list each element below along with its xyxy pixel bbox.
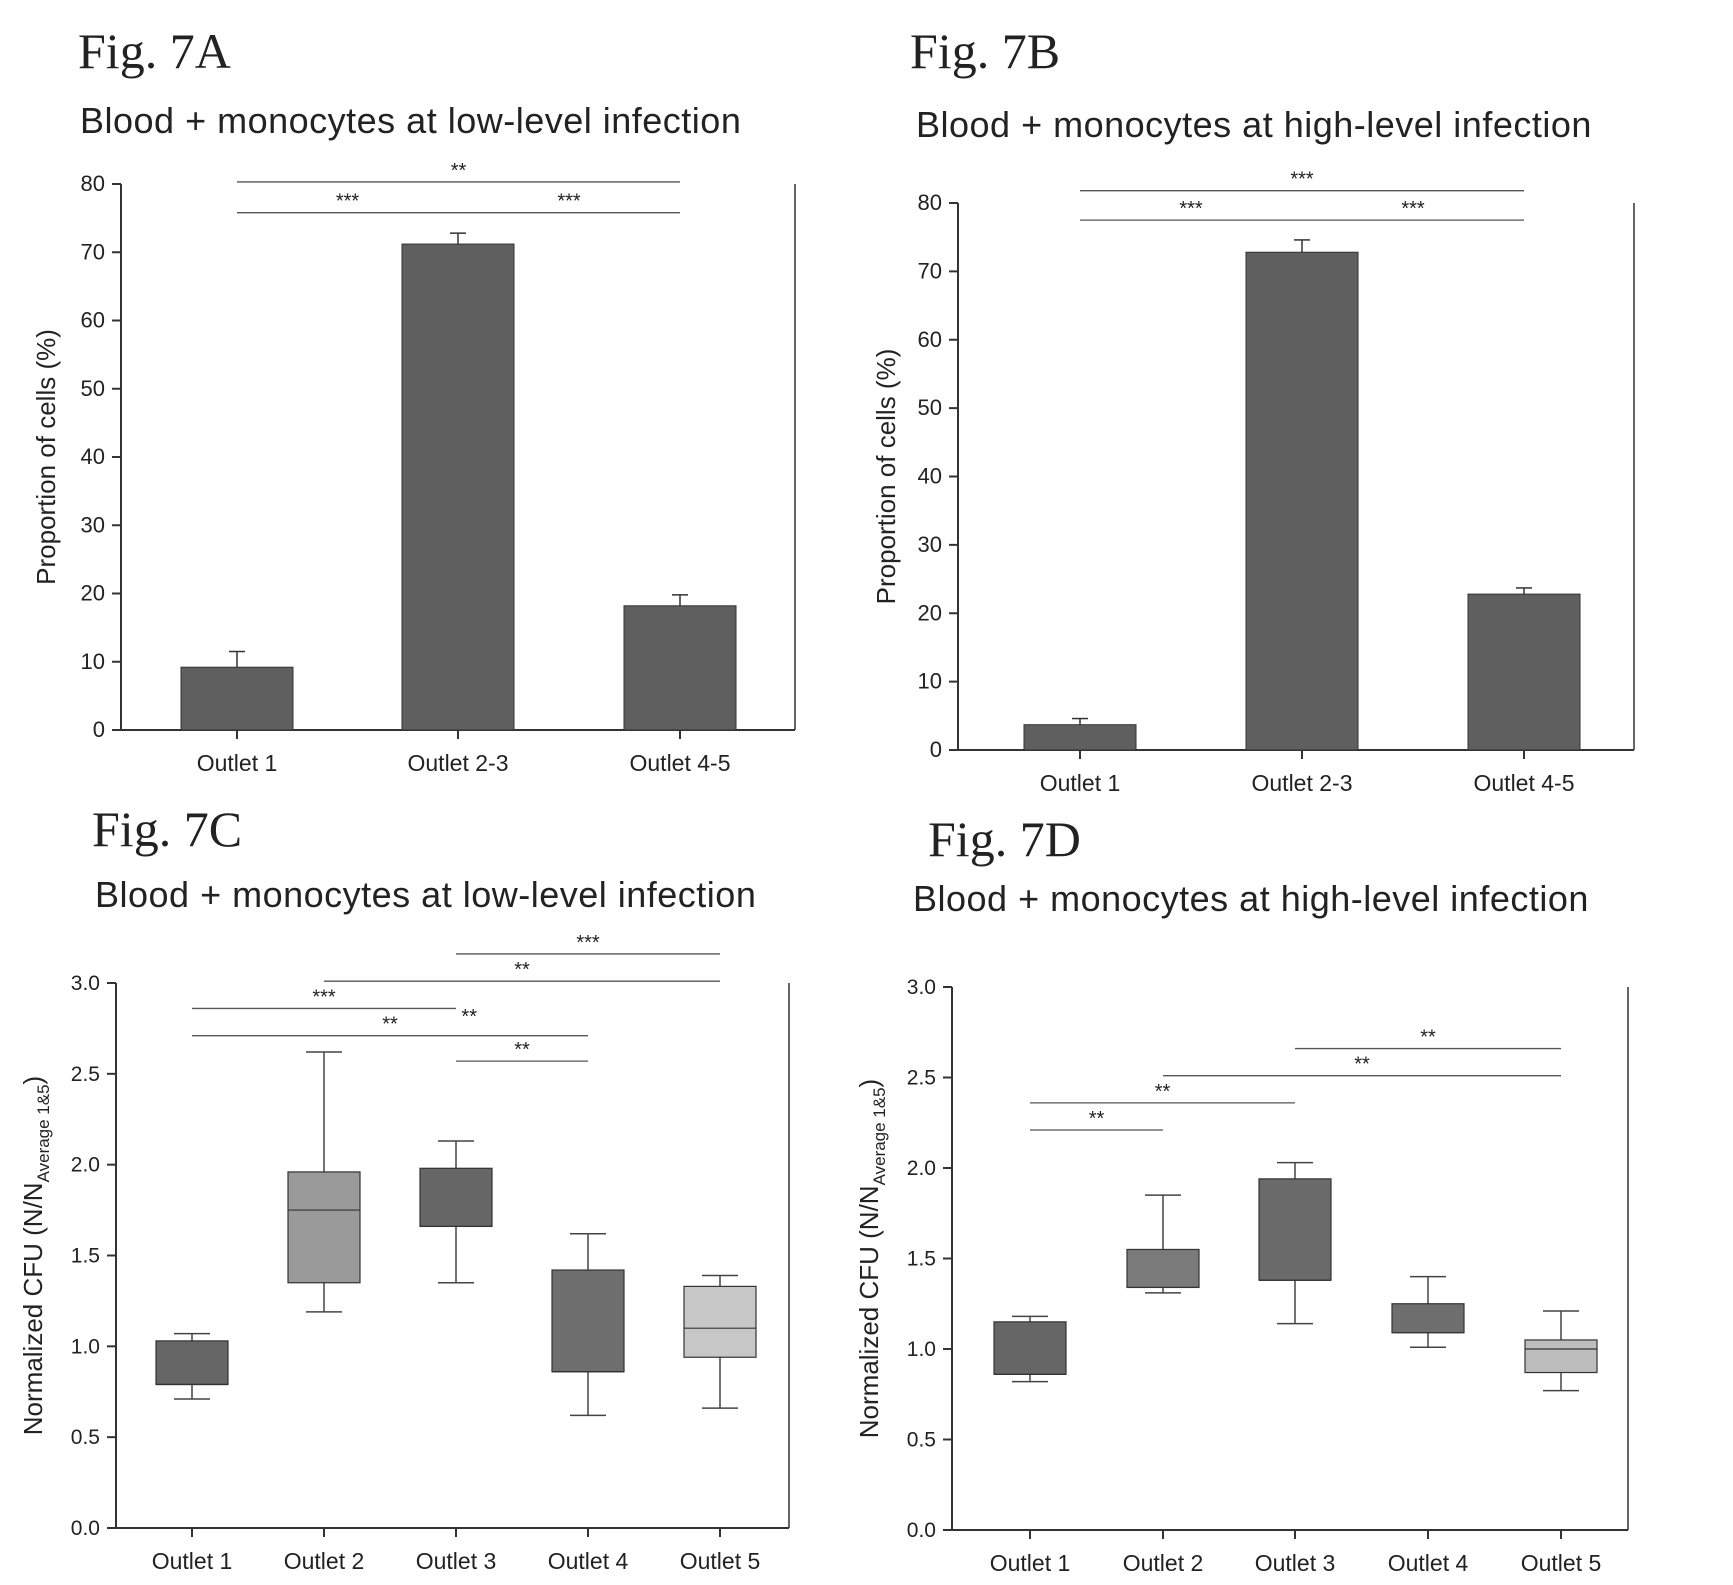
y-tick-label-d: 0.0 <box>907 1519 936 1542</box>
y-axis-label-end-d: ) <box>854 1079 884 1088</box>
y-axis-label-c: Normalized CFU (N/NAverage 1&5) <box>18 1076 53 1435</box>
y-axis-label-main-c: Normalized CFU (N/N <box>18 1182 48 1435</box>
x-tick-label-a: Outlet 1 <box>197 750 278 776</box>
y-tick-label-d: 2.5 <box>907 1067 936 1090</box>
significance-stars-d: ** <box>1089 1108 1105 1130</box>
x-tick-label-c: Outlet 5 <box>680 1548 761 1574</box>
y-axis-label-main-d: Normalized CFU (N/N <box>854 1185 884 1438</box>
box-d <box>1391 1303 1465 1334</box>
significance-stars-a: ** <box>451 160 467 182</box>
significance-stars-a: *** <box>557 191 581 213</box>
y-axis-label-end-c: ) <box>18 1076 48 1085</box>
significance-stars-d: ** <box>1354 1054 1370 1076</box>
chart-title-7b: Blood + monocytes at high-level infectio… <box>916 104 1592 145</box>
x-tick-label-d: Outlet 5 <box>1521 1550 1602 1576</box>
y-tick-label-a: 40 <box>81 444 105 469</box>
y-axis-label-subscript-c: Average 1&5 <box>34 1084 53 1182</box>
significance-stars-c: ** <box>514 1039 530 1061</box>
significance-stars-c: ** <box>514 959 530 981</box>
significance-stars-c: *** <box>312 986 336 1008</box>
y-tick-label-c: 2.0 <box>71 1154 100 1177</box>
y-tick-label-a: 70 <box>81 239 105 264</box>
y-axis-label-b: Proportion of cells (%) <box>871 349 901 605</box>
y-tick-label-d: 3.0 <box>907 976 936 999</box>
x-tick-label-d: Outlet 4 <box>1388 1550 1469 1576</box>
figure-label-7b: Fig. 7B <box>910 23 1061 79</box>
y-tick-label-a: 60 <box>81 308 105 333</box>
significance-stars-b: *** <box>1179 198 1203 220</box>
y-tick-label-c: 0.0 <box>71 1517 100 1540</box>
chart-title-7d: Blood + monocytes at high-level infectio… <box>913 878 1589 919</box>
y-axis-label-subscript-d: Average 1&5 <box>870 1087 889 1185</box>
figure-label-7c: Fig. 7C <box>92 801 243 857</box>
x-tick-label-a: Outlet 4-5 <box>630 750 731 776</box>
x-tick-label-d: Outlet 2 <box>1123 1550 1204 1576</box>
box-c <box>287 1171 361 1284</box>
bar-b <box>1245 251 1359 751</box>
x-tick-label-c: Outlet 4 <box>548 1548 629 1574</box>
x-tick-label-a: Outlet 2-3 <box>408 750 509 776</box>
bar-a <box>180 666 294 731</box>
y-tick-label-c: 3.0 <box>71 972 100 995</box>
y-tick-label-b: 60 <box>918 327 942 352</box>
figure-label-7a: Fig. 7A <box>78 23 231 79</box>
x-tick-label-d: Outlet 1 <box>990 1550 1071 1576</box>
significance-stars-c: *** <box>576 932 600 954</box>
significance-stars-b: *** <box>1401 198 1425 220</box>
y-tick-label-a: 30 <box>81 512 105 537</box>
y-tick-label-b: 70 <box>918 258 942 283</box>
box-d <box>993 1321 1067 1375</box>
significance-stars-b: *** <box>1290 169 1314 191</box>
y-tick-label-d: 2.0 <box>907 1157 936 1180</box>
significance-stars-c: ** <box>461 1006 477 1028</box>
significance-stars-d: ** <box>1420 1027 1436 1049</box>
box-d <box>1258 1178 1332 1281</box>
bar-a <box>401 243 515 731</box>
y-axis-label-d: Normalized CFU (N/NAverage 1&5) <box>854 1079 889 1438</box>
significance-stars-c: ** <box>382 1014 398 1036</box>
x-tick-label-c: Outlet 2 <box>284 1548 365 1574</box>
y-tick-label-c: 1.0 <box>71 1335 100 1358</box>
y-tick-label-a: 80 <box>81 171 105 196</box>
box-c <box>683 1285 757 1358</box>
x-tick-label-c: Outlet 1 <box>152 1548 233 1574</box>
y-tick-label-c: 1.5 <box>71 1245 100 1268</box>
y-tick-label-a: 20 <box>81 581 105 606</box>
y-tick-label-d: 0.5 <box>907 1429 936 1452</box>
y-tick-label-d: 1.0 <box>907 1338 936 1361</box>
chart-title-7c: Blood + monocytes at low-level infection <box>95 874 757 915</box>
chart-title-7a: Blood + monocytes at low-level infection <box>80 100 742 141</box>
y-tick-label-b: 10 <box>918 669 942 694</box>
box-c <box>551 1269 625 1373</box>
y-tick-label-a: 10 <box>81 649 105 674</box>
x-tick-label-b: Outlet 4-5 <box>1474 770 1575 796</box>
significance-stars-d: ** <box>1155 1081 1171 1103</box>
y-tick-label-b: 80 <box>918 190 942 215</box>
y-tick-label-b: 20 <box>918 600 942 625</box>
y-tick-label-b: 50 <box>918 395 942 420</box>
box-d <box>1126 1248 1200 1289</box>
figure-label-7d: Fig. 7D <box>928 811 1081 867</box>
y-tick-label-a: 0 <box>93 717 105 742</box>
x-tick-label-b: Outlet 1 <box>1040 770 1121 796</box>
y-tick-label-d: 1.5 <box>907 1248 936 1271</box>
y-tick-label-c: 0.5 <box>71 1426 100 1449</box>
y-tick-label-a: 50 <box>81 376 105 401</box>
y-axis-label-a: Proportion of cells (%) <box>31 329 61 585</box>
y-tick-label-b: 0 <box>930 737 942 762</box>
x-tick-label-b: Outlet 2-3 <box>1252 770 1353 796</box>
bar-b <box>1467 593 1581 751</box>
significance-stars-a: *** <box>336 191 360 213</box>
x-tick-label-d: Outlet 3 <box>1255 1550 1336 1576</box>
box-d <box>1524 1339 1598 1374</box>
y-tick-label-b: 40 <box>918 464 942 489</box>
x-tick-label-c: Outlet 3 <box>416 1548 497 1574</box>
bar-a <box>623 605 737 731</box>
y-tick-label-c: 2.5 <box>71 1063 100 1086</box>
y-tick-label-b: 30 <box>918 532 942 557</box>
